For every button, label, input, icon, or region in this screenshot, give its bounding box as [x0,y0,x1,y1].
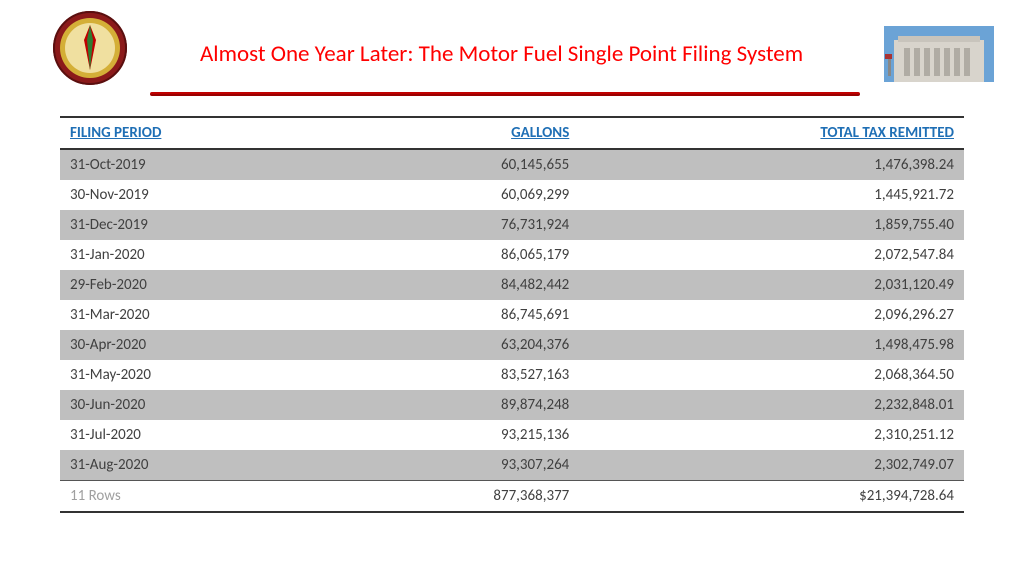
cell-period: 30-Jun-2020 [60,390,339,420]
footer-rowcount: 11 Rows [60,481,339,513]
col-filing-period: FILING PERIOD [60,117,339,149]
cell-period: 30-Apr-2020 [60,330,339,360]
cell-tax: 2,096,296.27 [579,300,964,330]
col-total-tax: TOTAL TAX REMITTED [579,117,964,149]
state-seal-icon [52,10,128,86]
cell-period: 31-Dec-2019 [60,210,339,240]
cell-tax: 2,072,547.84 [579,240,964,270]
cell-tax: 1,476,398.24 [579,149,964,180]
cell-gallons: 86,065,179 [339,240,579,270]
cell-gallons: 63,204,376 [339,330,579,360]
table-row: 31-Jul-202093,215,1362,310,251.12 [60,420,964,450]
cell-tax: 1,859,755.40 [579,210,964,240]
cell-gallons: 89,874,248 [339,390,579,420]
table-row: 31-May-202083,527,1632,068,364.50 [60,360,964,390]
table-row: 29-Feb-202084,482,4422,031,120.49 [60,270,964,300]
data-table-container: FILING PERIOD GALLONS TOTAL TAX REMITTED… [60,116,964,513]
cell-tax: 2,302,749.07 [579,450,964,481]
table-header-row: FILING PERIOD GALLONS TOTAL TAX REMITTED [60,117,964,149]
cell-period: 31-Jul-2020 [60,420,339,450]
cell-tax: 1,498,475.98 [579,330,964,360]
slide-title: Almost One Year Later: The Motor Fuel Si… [200,40,803,68]
cell-gallons: 76,731,924 [339,210,579,240]
cell-tax: 2,068,364.50 [579,360,964,390]
cell-period: 31-Mar-2020 [60,300,339,330]
cell-gallons: 60,145,655 [339,149,579,180]
cell-tax: 2,310,251.12 [579,420,964,450]
table-row: 31-Oct-201960,145,6551,476,398.24 [60,149,964,180]
cell-period: 31-Oct-2019 [60,149,339,180]
cell-gallons: 60,069,299 [339,180,579,210]
cell-gallons: 84,482,442 [339,270,579,300]
filing-table: FILING PERIOD GALLONS TOTAL TAX REMITTED… [60,116,964,513]
table-row: 31-Dec-201976,731,9241,859,755.40 [60,210,964,240]
cell-tax: 2,232,848.01 [579,390,964,420]
table-row: 30-Apr-202063,204,3761,498,475.98 [60,330,964,360]
cell-tax: 2,031,120.49 [579,270,964,300]
table-row: 31-Jan-202086,065,1792,072,547.84 [60,240,964,270]
col-gallons: GALLONS [339,117,579,149]
cell-period: 29-Feb-2020 [60,270,339,300]
table-row: 31-Aug-202093,307,2642,302,749.07 [60,450,964,481]
cell-gallons: 93,215,136 [339,420,579,450]
cell-gallons: 83,527,163 [339,360,579,390]
cell-period: 31-Aug-2020 [60,450,339,481]
cell-period: 31-May-2020 [60,360,339,390]
building-photo-icon [884,26,994,82]
table-footer-row: 11 Rows 877,368,377 $21,394,728.64 [60,481,964,513]
cell-period: 30-Nov-2019 [60,180,339,210]
table-row: 31-Mar-202086,745,6912,096,296.27 [60,300,964,330]
table-row: 30-Jun-202089,874,2482,232,848.01 [60,390,964,420]
table-row: 30-Nov-201960,069,2991,445,921.72 [60,180,964,210]
footer-gallons: 877,368,377 [339,481,579,513]
slide-header: Almost One Year Later: The Motor Fuel Si… [0,0,1024,100]
footer-tax: $21,394,728.64 [579,481,964,513]
cell-period: 31-Jan-2020 [60,240,339,270]
cell-gallons: 86,745,691 [339,300,579,330]
cell-tax: 1,445,921.72 [579,180,964,210]
cell-gallons: 93,307,264 [339,450,579,481]
title-underline [150,92,860,96]
